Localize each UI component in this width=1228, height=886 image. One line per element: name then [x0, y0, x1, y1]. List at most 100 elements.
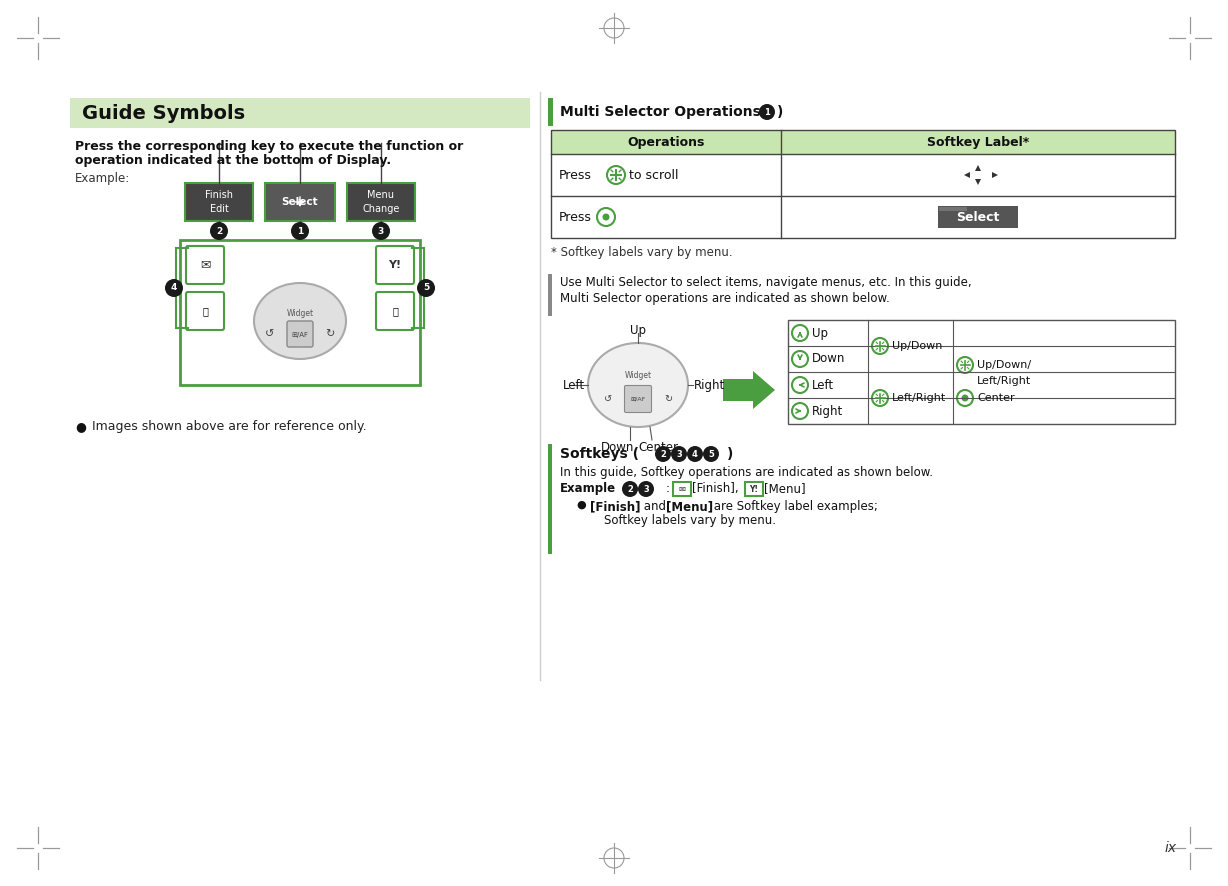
Polygon shape — [992, 172, 998, 178]
Circle shape — [210, 222, 228, 240]
Text: Menu: Menu — [367, 190, 394, 200]
Text: ⊞/AF: ⊞/AF — [291, 332, 308, 338]
Text: Edit: Edit — [210, 204, 228, 214]
Text: 2: 2 — [216, 227, 222, 236]
Text: Guide Symbols: Guide Symbols — [82, 104, 246, 122]
FancyBboxPatch shape — [185, 292, 223, 330]
FancyBboxPatch shape — [185, 183, 253, 221]
FancyBboxPatch shape — [376, 292, 414, 330]
Text: Center: Center — [639, 441, 678, 454]
Text: 1: 1 — [764, 107, 770, 116]
Text: Example:: Example: — [75, 172, 130, 185]
Text: Right: Right — [812, 405, 844, 417]
Text: to scroll: to scroll — [629, 168, 679, 182]
Circle shape — [872, 390, 888, 406]
FancyBboxPatch shape — [265, 183, 335, 221]
Text: ●: ● — [576, 500, 586, 510]
Text: 📺: 📺 — [203, 306, 208, 316]
Text: ⊞/AF: ⊞/AF — [630, 397, 646, 401]
Text: ↻: ↻ — [664, 394, 672, 404]
Text: * Softkey labels vary by menu.: * Softkey labels vary by menu. — [551, 246, 733, 259]
FancyBboxPatch shape — [551, 130, 1175, 154]
Circle shape — [670, 446, 686, 462]
FancyBboxPatch shape — [348, 183, 415, 221]
Text: 1: 1 — [297, 227, 303, 236]
FancyBboxPatch shape — [287, 321, 313, 347]
Text: Y!: Y! — [749, 485, 759, 494]
Text: ): ) — [777, 105, 783, 119]
Text: ✉: ✉ — [200, 259, 210, 271]
Circle shape — [872, 338, 888, 354]
Text: 4: 4 — [171, 284, 177, 292]
Text: 2: 2 — [628, 485, 632, 494]
FancyBboxPatch shape — [185, 246, 223, 284]
Text: Press: Press — [559, 211, 592, 223]
FancyBboxPatch shape — [673, 482, 691, 496]
Text: operation indicated at the bottom of Display.: operation indicated at the bottom of Dis… — [75, 154, 392, 167]
Circle shape — [655, 446, 670, 462]
Text: 3: 3 — [677, 449, 682, 458]
Text: ↺: ↺ — [604, 394, 612, 404]
Text: Up: Up — [812, 327, 828, 339]
Text: Change: Change — [362, 204, 399, 214]
Text: Left: Left — [812, 378, 834, 392]
Text: Select: Select — [281, 197, 318, 207]
Text: ): ) — [727, 447, 733, 461]
Text: Widget: Widget — [624, 370, 652, 379]
Polygon shape — [975, 165, 981, 171]
Text: [Menu]: [Menu] — [764, 482, 806, 495]
FancyBboxPatch shape — [548, 444, 553, 554]
Text: ✉: ✉ — [679, 485, 685, 494]
Text: ix: ix — [1165, 841, 1178, 855]
Circle shape — [291, 222, 309, 240]
Circle shape — [962, 394, 969, 401]
FancyBboxPatch shape — [745, 482, 763, 496]
Text: ↻: ↻ — [325, 329, 335, 339]
Text: In this guide, Softkey operations are indicated as shown below.: In this guide, Softkey operations are in… — [560, 466, 933, 479]
Circle shape — [686, 446, 702, 462]
Text: Multi Selector operations are indicated as shown below.: Multi Selector operations are indicated … — [560, 292, 890, 305]
Text: Softkeys (: Softkeys ( — [560, 447, 639, 461]
Text: 5: 5 — [422, 284, 429, 292]
Text: Press the corresponding key to execute the function or: Press the corresponding key to execute t… — [75, 140, 463, 153]
Circle shape — [639, 481, 655, 497]
Circle shape — [372, 222, 391, 240]
Circle shape — [165, 279, 183, 297]
Text: Press: Press — [559, 168, 592, 182]
Text: Down: Down — [812, 353, 845, 366]
Text: Left/Right: Left/Right — [977, 376, 1032, 386]
Circle shape — [623, 481, 639, 497]
Text: Softkey Label*: Softkey Label* — [927, 136, 1029, 149]
Text: Operations: Operations — [628, 136, 705, 149]
Text: Use Multi Selector to select items, navigate menus, etc. In this guide,: Use Multi Selector to select items, navi… — [560, 276, 971, 289]
Circle shape — [603, 214, 609, 221]
Circle shape — [792, 377, 808, 393]
Text: [Finish],: [Finish], — [693, 482, 738, 495]
Text: Select: Select — [957, 211, 1000, 223]
Circle shape — [957, 357, 973, 373]
Circle shape — [792, 403, 808, 419]
FancyBboxPatch shape — [625, 385, 652, 413]
Text: Softkey labels vary by menu.: Softkey labels vary by menu. — [604, 514, 776, 527]
Text: Up: Up — [630, 324, 646, 337]
Ellipse shape — [254, 283, 346, 359]
Circle shape — [597, 208, 615, 226]
FancyBboxPatch shape — [548, 98, 553, 126]
Text: ↺: ↺ — [265, 329, 275, 339]
Ellipse shape — [588, 343, 688, 427]
Text: 3: 3 — [378, 227, 384, 236]
Text: Widget: Widget — [286, 308, 313, 317]
Text: Left: Left — [562, 378, 585, 392]
Text: [Menu]: [Menu] — [666, 500, 713, 513]
FancyBboxPatch shape — [70, 98, 530, 128]
Polygon shape — [975, 179, 981, 185]
Text: and: and — [640, 500, 669, 513]
Text: Up/Down/: Up/Down/ — [977, 360, 1032, 370]
FancyBboxPatch shape — [938, 206, 1018, 228]
FancyBboxPatch shape — [939, 207, 966, 211]
Circle shape — [418, 279, 435, 297]
Text: :: : — [666, 482, 674, 495]
Circle shape — [957, 390, 973, 406]
Text: Down: Down — [602, 441, 635, 454]
Text: [Finish]: [Finish] — [589, 500, 641, 513]
